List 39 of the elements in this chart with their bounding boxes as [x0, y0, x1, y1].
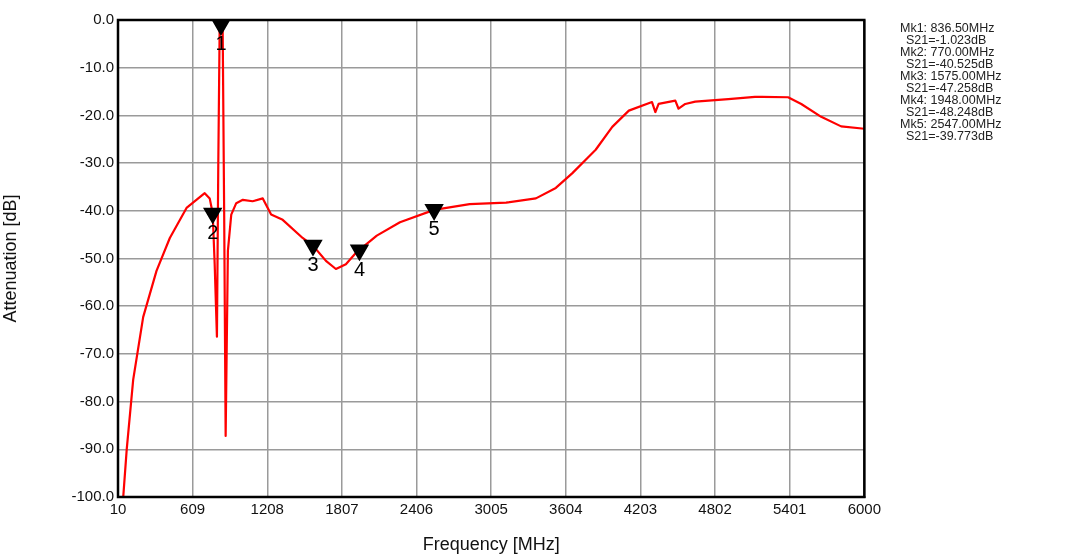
annotation: 4	[353, 257, 366, 280]
point	[425, 204, 443, 220]
text: Mk5: 2547.00MHz	[900, 117, 1002, 131]
x-tick-label: 609	[180, 500, 206, 518]
point	[203, 207, 222, 224]
x-tick-label: 3604	[549, 500, 583, 518]
x-tick-label: 1807	[325, 500, 359, 518]
y-axis-title: Attenuation [dB]	[0, 194, 20, 323]
x-tick-label: 4802	[698, 500, 732, 518]
y-tick-label: -80.0	[79, 391, 114, 409]
x-tick-label: 2406	[399, 500, 434, 518]
text: Mk2: 770.00MHz	[900, 45, 996, 59]
text: Mk1: 836.50MHz	[900, 21, 996, 35]
text: S21=-39.773dB	[905, 129, 995, 143]
y-tick-label: -60.0	[79, 296, 114, 314]
x-tick-label: 3005	[474, 500, 508, 518]
y-tick-label: -20.0	[79, 105, 114, 123]
point	[350, 244, 369, 261]
y-tick-label: -30.0	[79, 153, 114, 171]
x-tick-label: 6000	[847, 500, 881, 518]
point	[304, 239, 322, 256]
text: Mk4: 1948.00MHz	[900, 93, 1002, 107]
x-tick-label: 4203	[623, 500, 658, 518]
x-tick-label: 1208	[250, 500, 284, 518]
annotation: 3	[307, 252, 319, 275]
x-tick-label: 5401	[773, 500, 807, 518]
y-tick-label: 0.0	[93, 10, 114, 28]
text: S21=-1.023dB	[905, 33, 988, 47]
y-tick-label: -70.0	[79, 344, 114, 362]
y-tick-label: -40.0	[79, 200, 114, 218]
text: S21=-47.258dB	[905, 81, 995, 95]
text: Mk3: 1575.00MHz	[900, 69, 1002, 83]
x-axis-title: Frequency [MHz]	[422, 534, 560, 555]
y-tick-label: -50.0	[79, 248, 114, 266]
y-tick-label: -10.0	[79, 57, 114, 75]
text: S21=-48.248dB	[905, 105, 995, 119]
y-tick-label: -90.0	[79, 439, 114, 457]
annotation: 5	[428, 217, 440, 240]
text: S21=-40.525dB	[905, 57, 995, 71]
